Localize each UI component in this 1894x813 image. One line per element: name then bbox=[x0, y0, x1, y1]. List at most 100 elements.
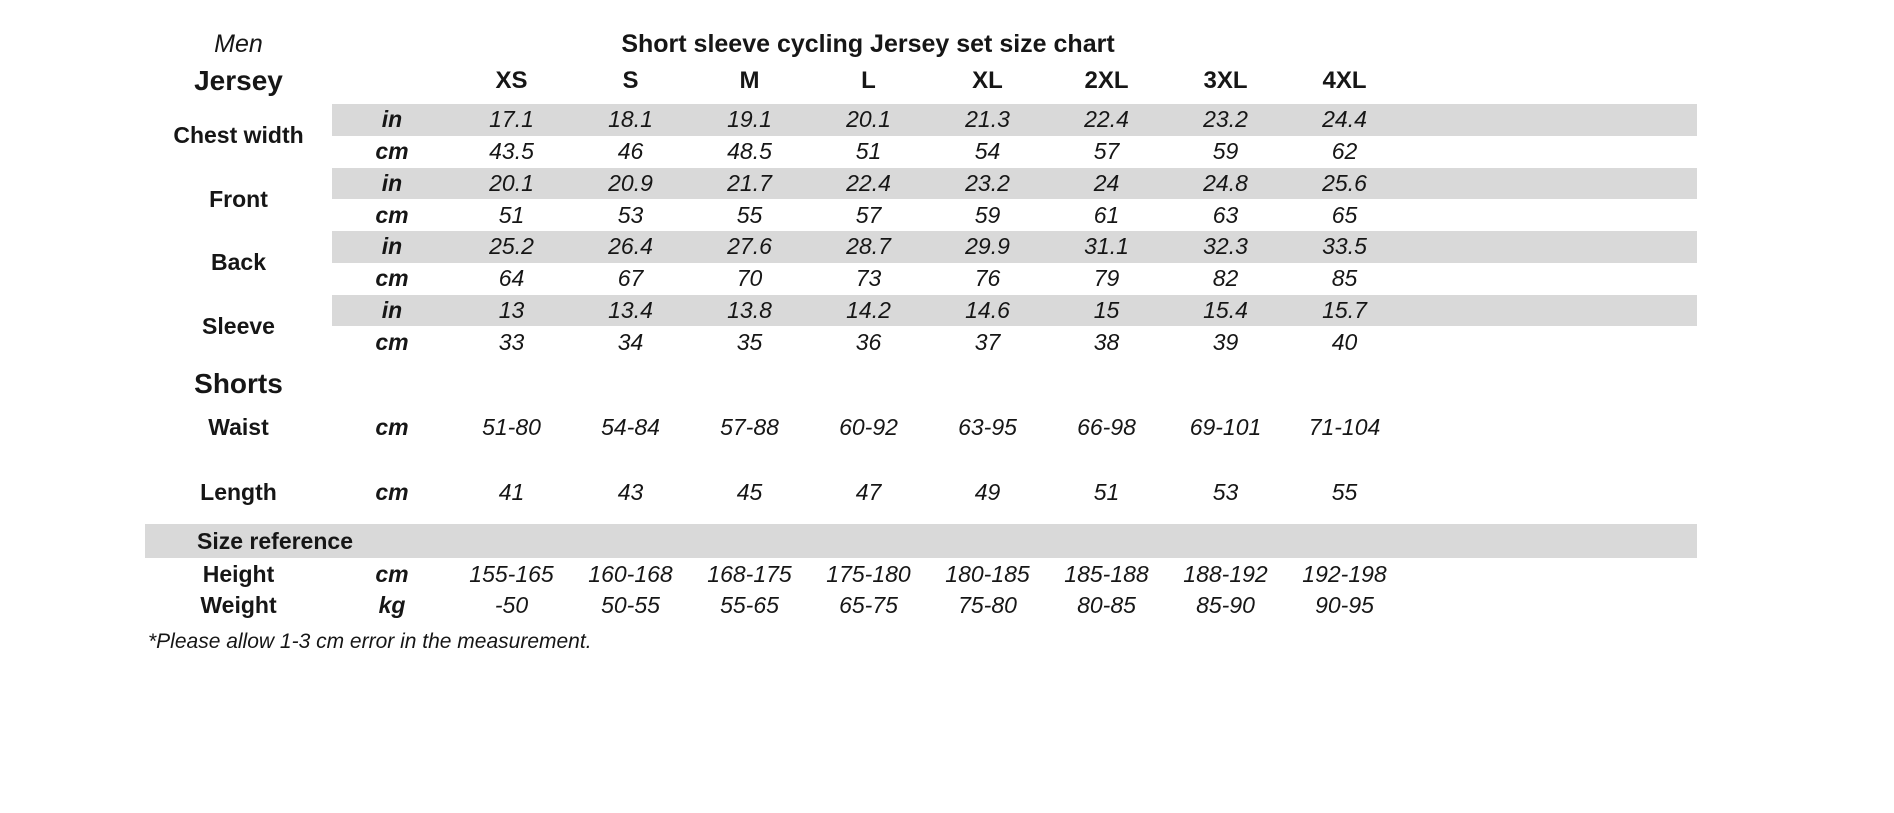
table-row: cm 33 34 35 36 37 38 39 40 bbox=[332, 326, 1697, 358]
measurement-value: 14.2 bbox=[846, 296, 891, 323]
measurement-value: 40 bbox=[1331, 328, 1358, 355]
measurement-group-chest-width: Chest width in 17.1 18.1 19.1 20.1 21.3 … bbox=[145, 104, 1697, 168]
measurement-value: 21.7 bbox=[727, 169, 772, 196]
measurement-value: 180-185 bbox=[945, 560, 1030, 587]
measurement-value: 188-192 bbox=[1183, 560, 1268, 587]
section-label-shorts: Shorts bbox=[194, 368, 283, 399]
measurement-value: 18.1 bbox=[608, 106, 653, 133]
group-body: in 20.1 20.9 21.7 22.4 23.2 24 24.8 25.6… bbox=[332, 167, 1697, 232]
table-row: cm 51 53 55 57 59 61 63 65 bbox=[332, 199, 1697, 231]
measurement-value: 20.1 bbox=[489, 169, 534, 196]
size-header-4xl: 4XL bbox=[1322, 67, 1367, 94]
measurement-value: 53 bbox=[617, 201, 644, 228]
measurement-value: 90-95 bbox=[1315, 592, 1374, 618]
table-row: in 20.1 20.9 21.7 22.4 23.2 24 24.8 25.6 bbox=[332, 167, 1697, 200]
unit-label: cm bbox=[375, 328, 409, 355]
measurement-value: 15.7 bbox=[1322, 296, 1367, 323]
measurement-value: 54 bbox=[974, 138, 1001, 165]
measurement-value: 25.6 bbox=[1322, 169, 1367, 196]
measurement-value: 51 bbox=[498, 201, 525, 228]
group-body: in 25.2 26.4 27.6 28.7 29.9 31.1 32.3 33… bbox=[332, 231, 1697, 295]
measurement-value: 69-101 bbox=[1189, 413, 1262, 440]
measurement-group-sleeve: Sleeve in 13 13.4 13.8 14.2 14.6 15 15.4… bbox=[145, 294, 1697, 359]
size-header-xl: XL bbox=[972, 67, 1003, 94]
measurement-value: 45 bbox=[736, 479, 763, 505]
measurement-value: 50-55 bbox=[601, 592, 660, 618]
measurement-value: 57 bbox=[1093, 138, 1120, 165]
measurement-value: 64 bbox=[498, 265, 525, 292]
measurement-value: 63-95 bbox=[958, 413, 1017, 440]
measurement-value: 33 bbox=[498, 328, 525, 355]
shorts-section-header: Shorts bbox=[145, 358, 1697, 410]
measurement-value: 168-175 bbox=[707, 560, 792, 587]
measurement-value: 20.9 bbox=[608, 169, 653, 196]
measurement-value: 76 bbox=[974, 265, 1001, 292]
row-label: Chest width bbox=[173, 122, 304, 149]
measurement-value: 66-98 bbox=[1077, 413, 1136, 440]
measurement-value: 26.4 bbox=[608, 233, 653, 260]
table-row-weight: Weight kg -50 50-55 55-65 65-75 75-80 80… bbox=[145, 590, 1697, 621]
measurement-value: 80-85 bbox=[1077, 592, 1136, 618]
measurement-value: 71-104 bbox=[1308, 413, 1381, 440]
table-row: cm 43.5 46 48.5 51 54 57 59 62 bbox=[332, 136, 1697, 168]
measurement-value: 185-188 bbox=[1064, 560, 1149, 587]
measurement-value: 70 bbox=[736, 265, 763, 292]
unit-label: cm bbox=[375, 479, 409, 505]
table-row: in 13 13.4 13.8 14.2 14.6 15 15.4 15.7 bbox=[332, 294, 1697, 327]
measurement-value: 24.8 bbox=[1203, 169, 1248, 196]
measurement-value: 23.2 bbox=[1203, 106, 1248, 133]
measurement-value: 37 bbox=[974, 328, 1001, 355]
table-row-waist: Waist cm 51-80 54-84 57-88 60-92 63-95 6… bbox=[145, 410, 1697, 444]
measurement-value: 32.3 bbox=[1203, 233, 1248, 260]
measurement-value: 57 bbox=[855, 201, 882, 228]
measurement-value: 54-84 bbox=[601, 413, 660, 440]
table-row: in 17.1 18.1 19.1 20.1 21.3 22.4 23.2 24… bbox=[332, 104, 1697, 136]
measurement-value: 29.9 bbox=[965, 233, 1010, 260]
size-header-row: Jersey XS S M L XL 2XL 3XL 4XL bbox=[145, 61, 1697, 101]
row-label: Length bbox=[200, 479, 277, 505]
measurement-value: 175-180 bbox=[826, 560, 911, 587]
measurement-group-back: Back in 25.2 26.4 27.6 28.7 29.9 31.1 32… bbox=[145, 231, 1697, 295]
measurement-value: 36 bbox=[855, 328, 882, 355]
group-body: in 17.1 18.1 19.1 20.1 21.3 22.4 23.2 24… bbox=[332, 104, 1697, 168]
measurement-value: 17.1 bbox=[489, 106, 534, 133]
size-reference-banner: Size reference bbox=[145, 524, 1697, 558]
row-label: Weight bbox=[200, 592, 277, 618]
measurement-value: 59 bbox=[974, 201, 1001, 228]
row-label: Front bbox=[209, 185, 268, 212]
measurement-value: 43.5 bbox=[489, 138, 534, 165]
measurement-footnote: *Please allow 1-3 cm error in the measur… bbox=[148, 630, 592, 653]
measurement-value: 27.6 bbox=[727, 233, 772, 260]
unit-label: cm bbox=[375, 560, 409, 587]
chart-title: Short sleeve cycling Jersey set size cha… bbox=[621, 30, 1115, 58]
measurement-value: 62 bbox=[1331, 138, 1358, 165]
measurement-value: 38 bbox=[1093, 328, 1120, 355]
unit-label: cm bbox=[375, 138, 409, 165]
unit-label: cm bbox=[375, 413, 409, 440]
measurement-value: 85-90 bbox=[1196, 592, 1255, 618]
measurement-value: 55 bbox=[736, 201, 763, 228]
measurement-value: 75-80 bbox=[958, 592, 1017, 618]
measurement-value: 39 bbox=[1212, 328, 1239, 355]
measurement-value: 34 bbox=[617, 328, 644, 355]
measurement-value: 51 bbox=[1093, 479, 1120, 505]
measurement-value: 31.1 bbox=[1084, 233, 1129, 260]
measurement-value: 63 bbox=[1212, 201, 1239, 228]
size-header-2xl: 2XL bbox=[1084, 67, 1129, 94]
measurement-value: 21.3 bbox=[965, 106, 1010, 133]
measurement-group-front: Front in 20.1 20.9 21.7 22.4 23.2 24 24.… bbox=[145, 167, 1697, 232]
measurement-value: 51-80 bbox=[482, 413, 541, 440]
measurement-value: 24 bbox=[1093, 169, 1120, 196]
measurement-value: 13.8 bbox=[727, 296, 772, 323]
measurement-value: 61 bbox=[1093, 201, 1120, 228]
measurement-value: 13 bbox=[498, 296, 525, 323]
unit-label: kg bbox=[378, 592, 406, 618]
measurement-value: 15 bbox=[1093, 296, 1120, 323]
measurement-value: 155-165 bbox=[469, 560, 554, 587]
measurement-value: 23.2 bbox=[965, 169, 1010, 196]
size-header-l: L bbox=[861, 67, 876, 94]
unit-label: in bbox=[381, 233, 403, 260]
size-chart-table: Men Short sleeve cycling Jersey set size… bbox=[145, 24, 1697, 654]
table-row-height: Height cm 155-165 160-168 168-175 175-18… bbox=[145, 558, 1697, 590]
measurement-value: 19.1 bbox=[727, 106, 772, 133]
